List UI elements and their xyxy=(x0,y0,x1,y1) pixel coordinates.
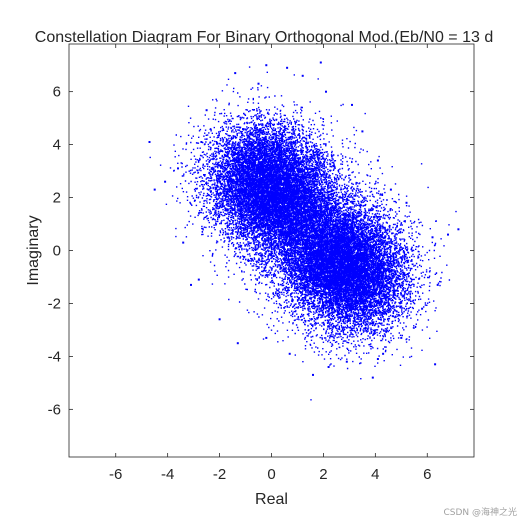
scatter-point xyxy=(371,376,374,379)
x-tick-label: 6 xyxy=(423,466,431,483)
scatter-point xyxy=(312,373,314,376)
x-tick-label: 2 xyxy=(319,466,327,483)
scatter-point xyxy=(265,64,268,67)
watermark: CSDN @海神之光 xyxy=(443,508,517,518)
scatter-point xyxy=(361,130,364,133)
scatter-point xyxy=(319,61,322,64)
scatter-point xyxy=(164,180,167,183)
scatter-point xyxy=(327,366,330,368)
scatter-point xyxy=(177,167,179,170)
scatter-point xyxy=(431,236,434,239)
x-tick-label: -6 xyxy=(109,466,122,483)
scatter-point xyxy=(325,90,327,93)
y-tick-label: -4 xyxy=(48,348,61,365)
scatter-point xyxy=(286,66,289,69)
scatter-point xyxy=(200,141,203,143)
scatter-point xyxy=(421,307,424,310)
scatter-point xyxy=(218,318,221,321)
x-tick-label: -4 xyxy=(161,466,174,483)
scatter-point xyxy=(405,201,408,204)
noise-cloud xyxy=(149,66,457,401)
scatter-point xyxy=(190,283,192,286)
scatter-point xyxy=(153,188,156,191)
y-tick-label: 4 xyxy=(53,137,61,154)
y-tick-label: 6 xyxy=(53,84,61,101)
y-tick-label: -6 xyxy=(48,401,61,418)
scatter-point xyxy=(148,141,151,143)
y-tick-label: -2 xyxy=(48,295,61,312)
scatter-point xyxy=(436,283,439,286)
scatter-point xyxy=(434,363,437,366)
y-tick-label: 0 xyxy=(53,243,61,260)
scatter-point xyxy=(197,278,200,281)
scatter-point xyxy=(257,82,260,85)
scatter-point xyxy=(351,103,353,106)
scatter-point xyxy=(288,352,291,355)
scatter-point xyxy=(301,74,304,77)
chart-title: Constellation Diagram For Binary Orthogo… xyxy=(35,29,493,46)
scatter-point xyxy=(265,336,268,339)
scatter-points xyxy=(148,61,460,401)
scatter-point xyxy=(236,342,239,345)
scatter-point xyxy=(457,228,460,231)
scatter-point xyxy=(182,241,185,244)
y-tick-label: 2 xyxy=(53,190,61,207)
scatter-point xyxy=(382,352,385,355)
scatter-point xyxy=(376,358,379,360)
scatter-point xyxy=(376,159,379,162)
x-tick-label: -2 xyxy=(213,466,226,483)
x-tick-label: 0 xyxy=(267,466,275,483)
y-axis-label: Imaginary xyxy=(25,215,42,285)
scatter-point xyxy=(400,336,403,339)
scatter-point xyxy=(389,188,392,191)
scatter-point xyxy=(345,360,348,363)
scatter-point xyxy=(447,233,449,236)
x-axis-label: Real xyxy=(255,491,288,508)
x-tick-label: 4 xyxy=(371,466,379,483)
axis-ticks: -6 -4 -2 0 2 4 6 6 4 2 0 -2 -4 -6 xyxy=(48,44,474,483)
scatter-point xyxy=(205,109,208,112)
scatter-point xyxy=(234,72,237,75)
